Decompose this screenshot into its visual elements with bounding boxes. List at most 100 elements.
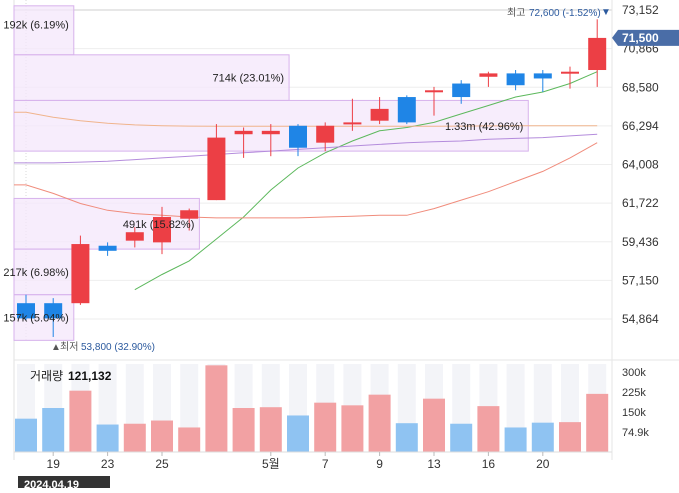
- date-axis: 19 23 25 5월 7 9 13 16 20: [47, 452, 550, 471]
- volume-title: 거래량: [30, 369, 63, 383]
- volume-header: 거래량 121,132: [30, 369, 112, 383]
- volume-bars: [14, 359, 679, 453]
- candle[interactable]: [17, 294, 35, 321]
- candle[interactable]: [316, 122, 335, 152]
- volume-tick-label: 150k: [622, 407, 646, 419]
- volume-bar: [531, 422, 554, 452]
- candle[interactable]: [71, 235, 90, 305]
- volume-tick-label: 74.9k: [622, 427, 649, 439]
- volume-bar: [395, 423, 418, 452]
- volume-bar: [477, 406, 500, 452]
- high-value: 72,600 (-1.52%): [529, 8, 601, 19]
- band-label: 714k (23.01%): [213, 73, 285, 85]
- candle[interactable]: [506, 70, 525, 91]
- candle-body: [180, 210, 199, 219]
- candle-body: [533, 73, 552, 79]
- candle-body: [125, 232, 144, 241]
- candle[interactable]: [561, 66, 579, 89]
- date-tick-label: 25: [155, 457, 169, 471]
- candle-body: [452, 83, 471, 98]
- candle[interactable]: [479, 71, 498, 87]
- date-tick-label: 13: [427, 457, 441, 471]
- candle[interactable]: [44, 298, 63, 337]
- volume-bar: [42, 408, 65, 452]
- price-tick-label: 57,150: [622, 273, 659, 287]
- volume-current: 121,132: [68, 369, 112, 383]
- current-price-value: 71,500: [622, 31, 659, 45]
- date-tick-label: 19: [47, 457, 61, 471]
- ma-line-ma5: [134, 71, 598, 291]
- band-label: 1.33m (42.96%): [445, 121, 523, 133]
- candle-body: [343, 122, 362, 125]
- candles[interactable]: [17, 19, 607, 337]
- candle[interactable]: [289, 124, 307, 157]
- date-tick-label: 23: [101, 457, 115, 471]
- candle[interactable]: [588, 19, 607, 87]
- candle-body: [370, 108, 389, 121]
- price-tick-label: 54,864: [622, 312, 659, 326]
- volume-profile-band: [13, 5, 75, 56]
- candle[interactable]: [180, 208, 199, 231]
- ma-line-ma20: [14, 142, 598, 219]
- volume-tick-label: 225k: [622, 387, 646, 399]
- candle[interactable]: [370, 97, 389, 125]
- candle[interactable]: [452, 80, 471, 104]
- candle[interactable]: [153, 206, 171, 255]
- current-price-tag-bg: [612, 29, 679, 46]
- volume-bar: [15, 418, 37, 452]
- candle-body: [71, 244, 90, 304]
- candle[interactable]: [125, 227, 144, 248]
- candle-body: [153, 217, 171, 243]
- volume-profile-band: [13, 248, 75, 296]
- volume-bar: [123, 423, 146, 452]
- candle[interactable]: [533, 70, 552, 92]
- date-tag: 2024.04.19: [18, 476, 110, 492]
- candle[interactable]: [343, 98, 362, 131]
- current-price-tag: 71,500: [612, 29, 679, 46]
- volume-bar: [259, 407, 282, 452]
- price-tick-label: 64,008: [622, 158, 659, 172]
- candle[interactable]: [98, 242, 117, 256]
- candle-body: [506, 73, 525, 86]
- price-tick-label: 68,580: [622, 80, 659, 94]
- date-tick-label: 20: [536, 457, 550, 471]
- band-label: 217k (6.98%): [3, 267, 68, 279]
- volume-bar: [205, 365, 228, 452]
- candle-body: [316, 125, 335, 143]
- candle[interactable]: [397, 95, 416, 125]
- date-tick-label: 9: [376, 457, 383, 471]
- candle[interactable]: [425, 86, 443, 116]
- price-tick-label: 66,294: [622, 119, 659, 133]
- high-label: 최고: [507, 7, 525, 19]
- candle-body: [261, 130, 280, 135]
- volume-bar: [423, 398, 445, 452]
- volume-bar: [368, 394, 391, 452]
- volume-axis: 300k 225k 150k 74.9k: [622, 367, 649, 439]
- volume-profile-band: [13, 54, 290, 101]
- candle[interactable]: [234, 127, 253, 158]
- volume-bar: [559, 422, 581, 452]
- candle[interactable]: [261, 124, 280, 157]
- candle-body: [479, 73, 498, 77]
- volume-profile-bands: [13, 5, 529, 341]
- volume-bar: [586, 393, 609, 452]
- candle-body: [561, 71, 579, 74]
- high-arrow-icon: ▼: [601, 7, 611, 18]
- candle[interactable]: [207, 124, 226, 201]
- low-value: 53,800 (32.90%): [81, 342, 155, 353]
- band-labels: 192k (6.19%) 714k (23.01%) 1.33m (42.96%) 4…: [3, 19, 523, 324]
- candle-body: [588, 37, 607, 71]
- price-tick-label: 61,722: [622, 196, 659, 210]
- low-annotation: ▲ 최저 53,800 (32.90%): [51, 341, 155, 353]
- date-tick-label: 16: [482, 457, 496, 471]
- date-tag-text: 2024.04.19: [24, 479, 79, 488]
- volume-bar: [450, 423, 473, 452]
- candle-body: [234, 130, 253, 135]
- volume-bar: [178, 427, 201, 452]
- date-tick-label: 5월: [262, 457, 280, 471]
- volume-bar: [341, 405, 364, 452]
- date-tick-label: 7: [322, 457, 329, 471]
- candle-body: [98, 245, 117, 251]
